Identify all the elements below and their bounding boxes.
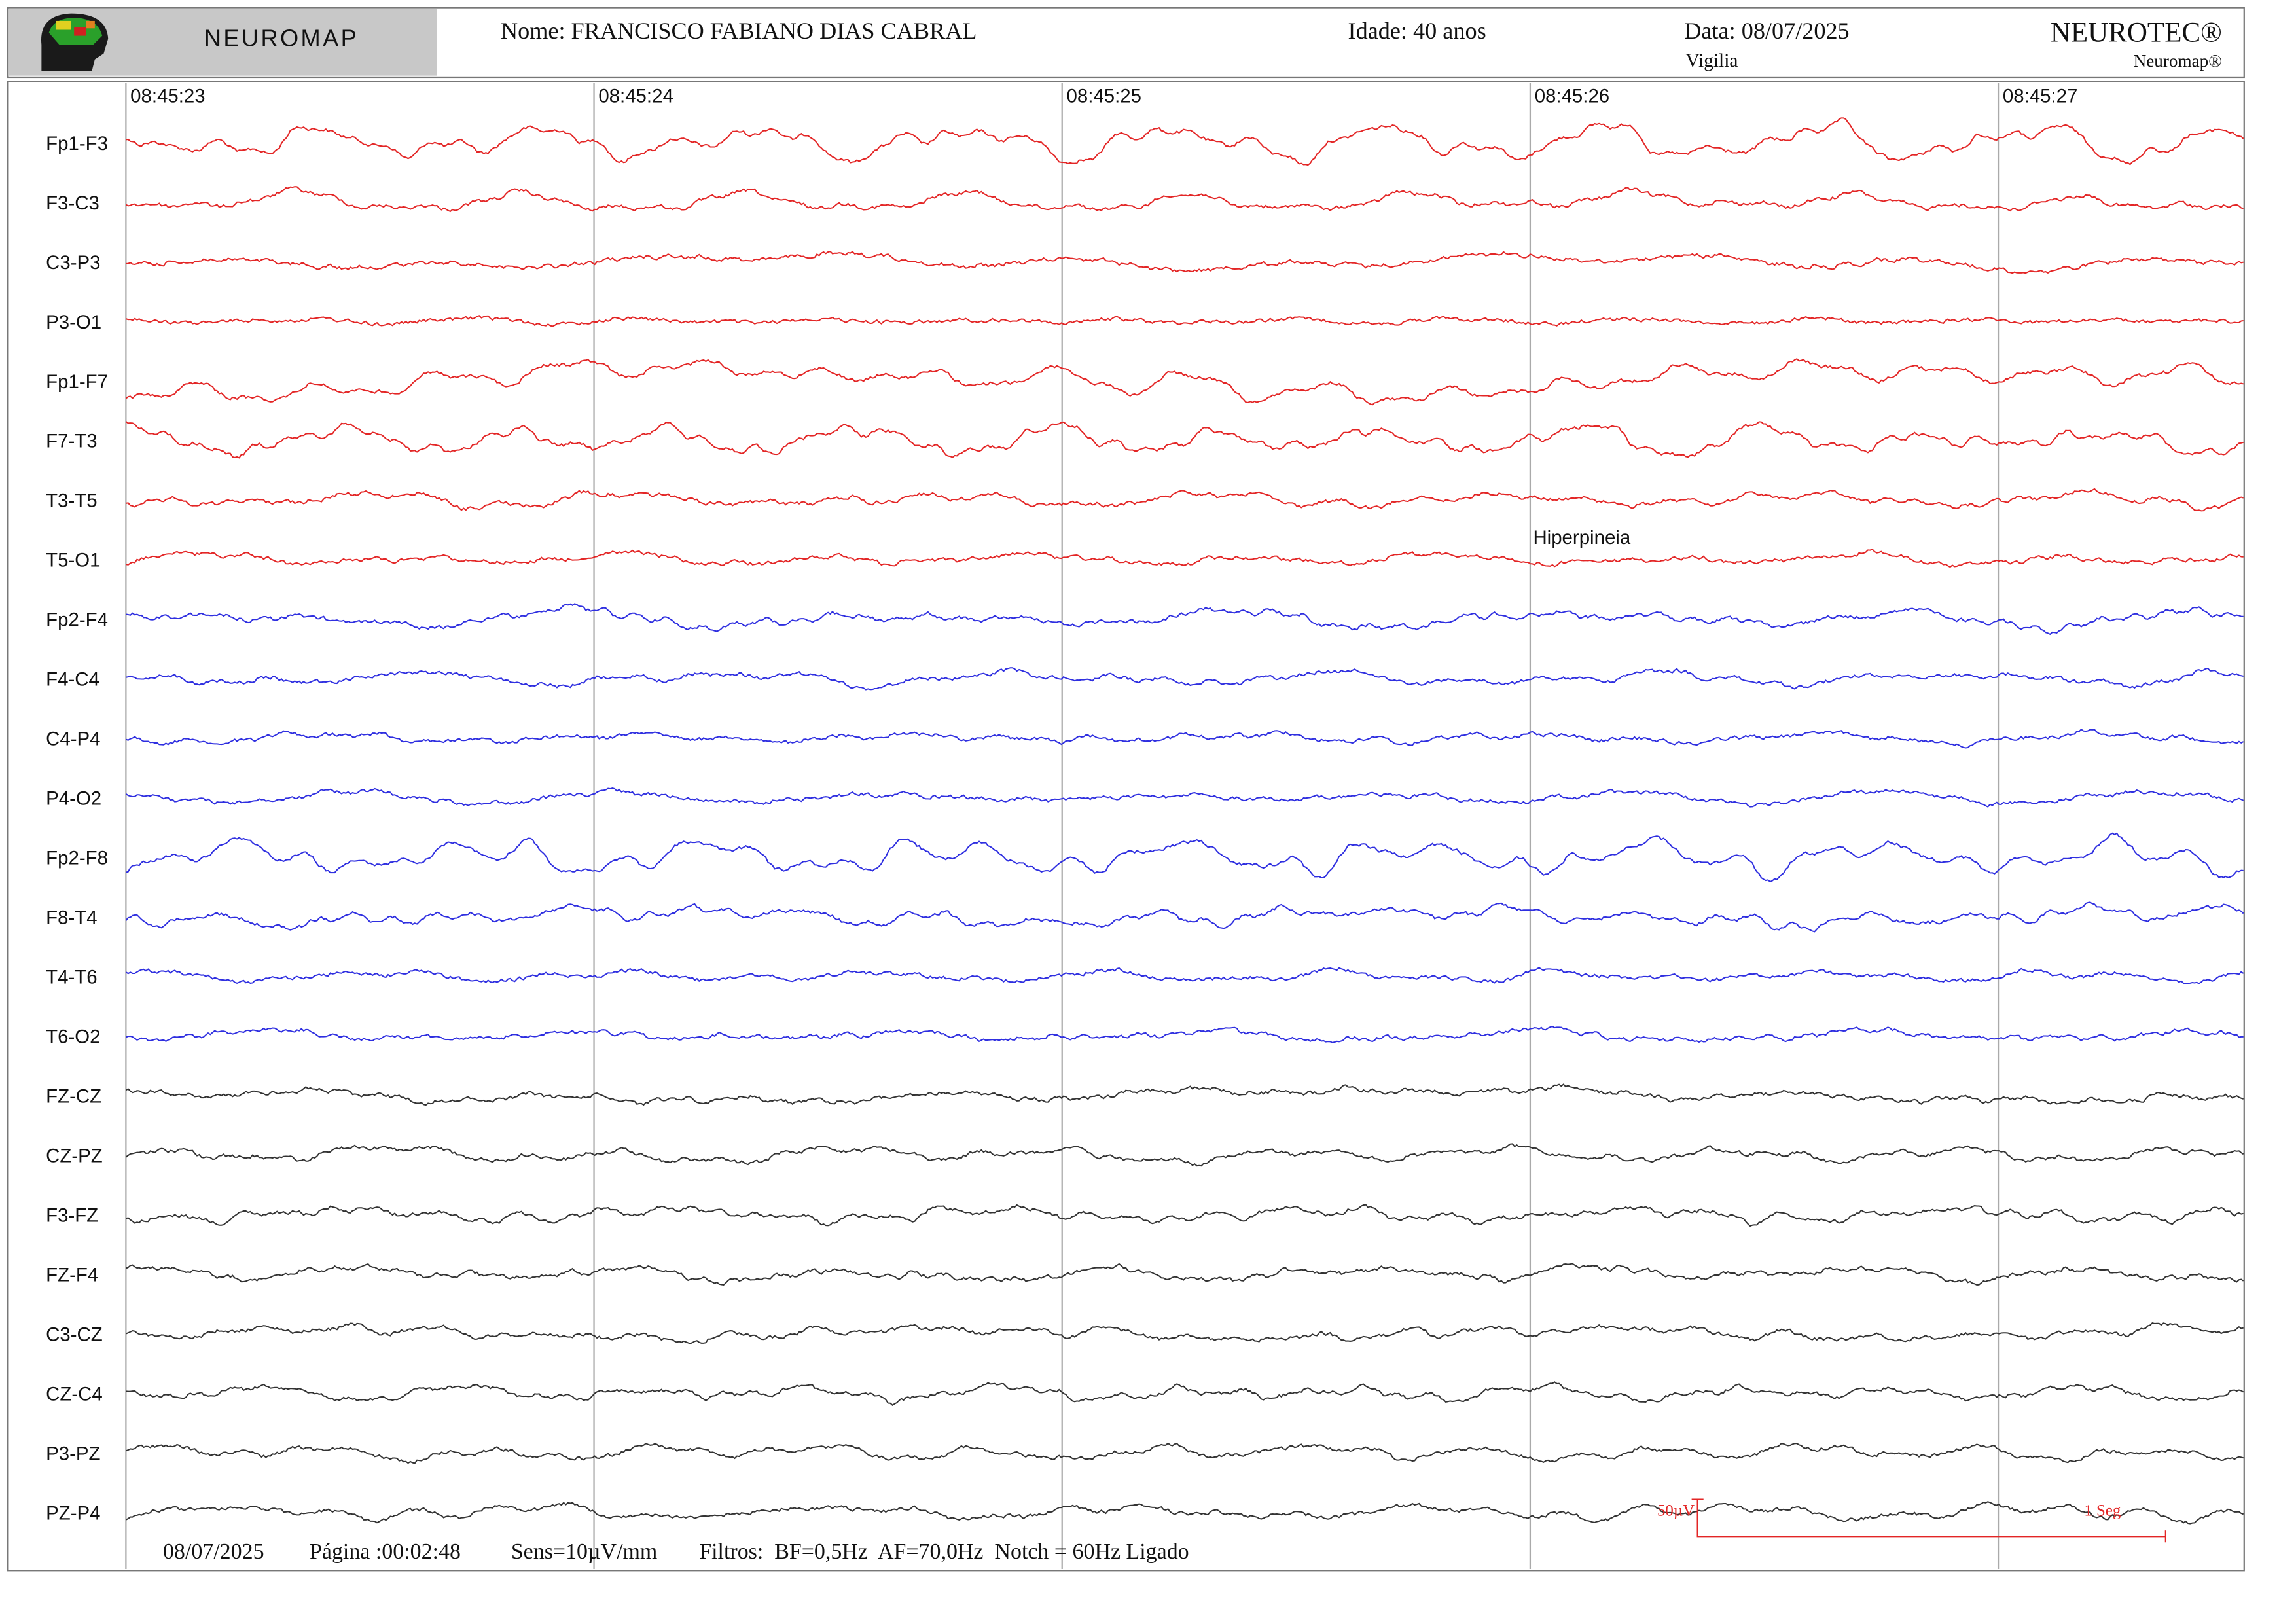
eeg-trace [125,1263,2244,1286]
eeg-trace [125,1442,2244,1464]
channel-label: Fp1-F3 [46,133,108,154]
channel-label: C4-P4 [46,729,100,750]
channel-label: CZ-PZ [46,1146,103,1167]
eeg-trace [126,1204,2244,1227]
channel-label: FZ-CZ [46,1086,101,1108]
eeg-trace [126,667,2244,691]
footer-sens: Sens=10µV/mm [511,1540,657,1564]
timestamp: 08:45:27 [2003,85,2077,107]
channel-label: F7-T3 [46,431,97,452]
eeg-trace [125,901,2244,933]
exam-date: Data: 08/07/2025 [1684,18,1849,44]
timestamp: 08:45:24 [598,85,673,107]
patient-name: Nome: FRANCISCO FABIANO DIAS CABRAL [501,18,977,44]
eeg-trace [125,1322,2244,1344]
timestamp: 08:45:23 [130,85,205,107]
channel-label: CZ-C4 [46,1383,103,1405]
logo-text: NEUROMAP [204,24,359,51]
eeg-trace [126,1381,2244,1406]
eeg-trace [126,832,2244,883]
eeg-trace [126,488,2244,512]
eeg-trace [126,603,2244,636]
eeg-trace [126,315,2244,327]
channel-label: F4-C4 [46,669,99,691]
footer-date: 08/07/2025 [163,1540,264,1564]
channel-label: C3-P3 [46,252,100,274]
channel-label: P4-O2 [46,788,101,810]
trace-box [7,81,2245,1572]
eeg-trace [125,1143,2244,1167]
calibration [1691,1498,2166,1543]
timestamp: 08:45:26 [1535,85,1609,107]
channel-label: F3-FZ [46,1205,98,1227]
channel-label: T5-O1 [46,550,100,571]
channel-label: Fp2-F4 [46,609,108,631]
eeg-trace [125,787,2244,808]
channel-label: Fp1-F7 [46,371,108,393]
eeg-trace [125,967,2244,984]
product: Neuromap® [2134,51,2222,71]
eeg-trace [125,186,2244,213]
eeg-trace [126,117,2244,166]
eeg-trace [125,357,2244,406]
patient-age: Idade: 40 anos [1348,18,1486,44]
channel-label: P3-O1 [46,312,101,333]
channel-label: P3-PZ [46,1443,100,1464]
eeg-trace [125,1083,2244,1106]
channel-label: T4-T6 [46,967,97,988]
footer-page: Página :00:02:48 [310,1540,461,1564]
eeg-trace [126,549,2244,568]
calibration-time: 1 Seg [2084,1502,2121,1520]
channel-label: Fp2-F8 [46,848,108,869]
channel-label: FZ-F4 [46,1264,98,1286]
brand: NEUROTEC® [2051,18,2222,48]
logo-icon [41,13,109,71]
annotation: Hiperpineia [1533,527,1630,549]
channel-label: T3-T5 [46,490,97,512]
exam-state: Vigilia [1686,50,1738,71]
calibration-amplitude: 50µV [1657,1502,1695,1520]
channel-label: C3-CZ [46,1324,103,1345]
channel-label: F8-T4 [46,907,97,929]
channel-label: T6-O2 [46,1026,100,1048]
channel-label: PZ-P4 [46,1502,100,1524]
timestamp: 08:45:25 [1067,85,1141,107]
eeg-trace [126,250,2244,274]
footer-filters: Filtros: BF=0,5Hz AF=70,0Hz Notch = 60Hz… [699,1540,1189,1564]
eeg-trace [125,1501,2244,1525]
channel-label: F3-C3 [46,192,99,214]
eeg-trace [126,728,2244,749]
eeg-trace [125,421,2244,459]
eeg-trace [125,1025,2244,1043]
